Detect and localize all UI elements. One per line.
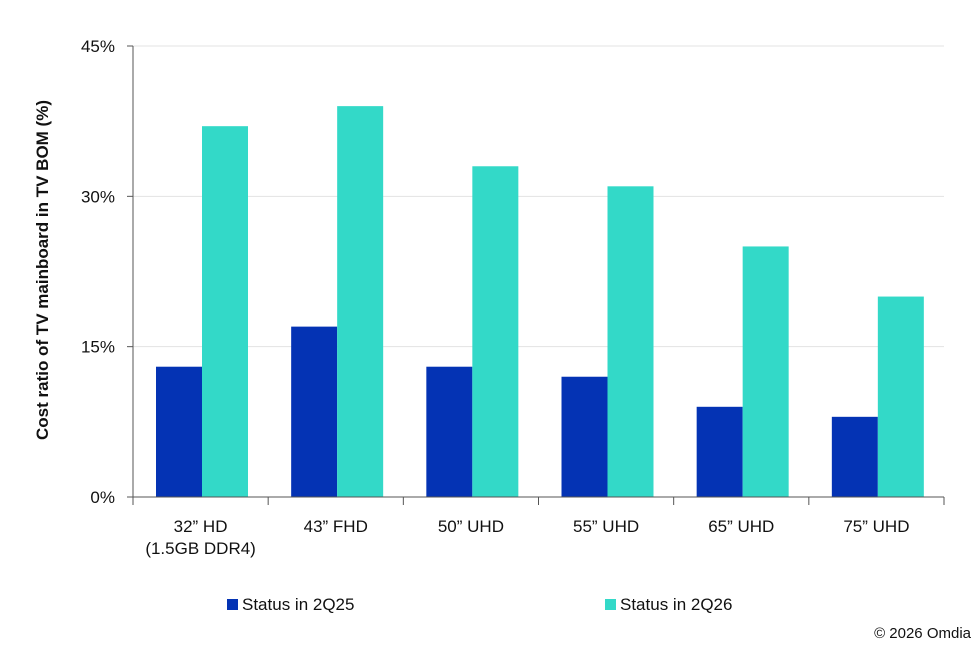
gridlines: [133, 45, 944, 348]
y-tick-label: 30%: [81, 187, 115, 206]
y-axis-label: Cost ratio of TV mainboard in TV BOM (%): [33, 100, 52, 440]
x-category-label: 75” UHD: [843, 517, 909, 536]
bars: [156, 106, 924, 498]
bar-series1: [696, 406, 743, 497]
bar-series2: [472, 166, 519, 497]
y-tick-label: 45%: [81, 37, 115, 56]
source-credit: © 2026 Omdia: [874, 625, 971, 642]
legend-label: Status in 2Q26: [620, 595, 732, 614]
bar-series1: [831, 416, 878, 497]
legend: Status in 2Q25 Status in 2Q26: [227, 595, 732, 614]
bar-series2: [337, 106, 384, 497]
y-tick-label: 0%: [90, 488, 115, 507]
legend-label: Status in 2Q25: [242, 595, 354, 614]
bar-series1: [426, 366, 473, 497]
bar-series1: [156, 366, 202, 497]
bar-series2: [202, 126, 248, 497]
x-category-label: 43” FHD: [304, 517, 368, 536]
legend-swatch: [605, 599, 616, 610]
axes: [127, 45, 945, 505]
bar-series2: [607, 186, 654, 498]
x-category-labels: 32” HD (1.5GB DDR4) 43” FHD 50” UHD 55” UHD 6…: [145, 517, 909, 558]
x-category-label: 50” UHD: [438, 517, 504, 536]
bar-series2: [742, 246, 789, 497]
y-tick-label: 15%: [81, 338, 115, 357]
x-category-label: 65” UHD: [708, 517, 774, 536]
bar-series1: [561, 376, 608, 497]
y-tick-labels: 0% 15% 30% 45%: [81, 37, 115, 507]
bar-series2: [877, 296, 924, 497]
x-category-label: 32” HD (1.5GB DDR4): [145, 517, 256, 558]
bar-series1: [291, 326, 338, 497]
x-category-label: 55” UHD: [573, 517, 639, 536]
legend-swatch: [227, 599, 238, 610]
